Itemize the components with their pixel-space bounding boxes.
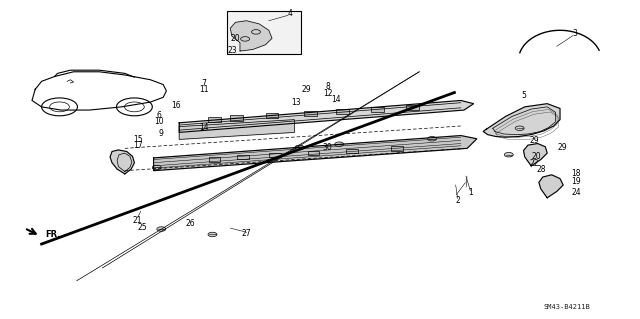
Text: 29: 29 — [529, 137, 540, 145]
Text: 9: 9 — [159, 129, 164, 138]
Text: 17: 17 — [132, 141, 143, 150]
Bar — [237, 155, 249, 159]
Text: 26: 26 — [186, 219, 196, 228]
Circle shape — [504, 152, 513, 157]
Bar — [209, 157, 220, 162]
Circle shape — [152, 165, 161, 170]
Bar — [266, 113, 278, 118]
Text: 8: 8 — [325, 82, 330, 91]
Bar — [406, 105, 419, 110]
Bar — [230, 115, 243, 121]
Circle shape — [428, 137, 436, 141]
Text: FR.: FR. — [45, 230, 61, 239]
Polygon shape — [179, 120, 294, 139]
Text: 20: 20 — [230, 34, 241, 43]
Bar — [304, 111, 317, 116]
Text: 29: 29 — [301, 85, 311, 94]
Text: 6: 6 — [156, 111, 161, 120]
Bar — [336, 109, 349, 114]
Circle shape — [335, 142, 344, 146]
Text: 5: 5 — [521, 91, 526, 100]
Text: 11: 11 — [199, 85, 208, 94]
Text: 25: 25 — [137, 223, 147, 232]
FancyBboxPatch shape — [227, 11, 301, 54]
Text: 7: 7 — [201, 79, 206, 88]
Bar — [346, 149, 358, 153]
Text: 19: 19 — [571, 177, 581, 186]
Text: 1: 1 — [468, 189, 473, 197]
Text: 2: 2 — [455, 196, 460, 205]
Polygon shape — [154, 136, 477, 171]
Bar — [269, 153, 281, 157]
Text: 10: 10 — [154, 117, 164, 126]
Text: 29: 29 — [557, 143, 567, 152]
Bar — [308, 151, 319, 155]
Text: 23: 23 — [227, 46, 237, 55]
Text: SM43-B4211B: SM43-B4211B — [543, 304, 590, 310]
Text: 28: 28 — [536, 165, 545, 174]
Text: 22: 22 — [530, 159, 539, 168]
Circle shape — [157, 227, 166, 231]
Text: 24: 24 — [571, 189, 581, 197]
Polygon shape — [539, 175, 563, 198]
Text: 30: 30 — [323, 143, 333, 152]
Circle shape — [295, 145, 304, 150]
Text: 16: 16 — [171, 101, 181, 110]
Text: 27: 27 — [241, 229, 252, 238]
Text: 20: 20 — [531, 152, 541, 161]
Text: 14: 14 — [331, 95, 341, 104]
Text: 21: 21 — [133, 216, 142, 225]
Polygon shape — [110, 150, 134, 174]
Text: 4: 4 — [288, 9, 293, 18]
Text: 18: 18 — [572, 169, 580, 178]
Bar — [391, 146, 403, 151]
Polygon shape — [524, 144, 547, 166]
Circle shape — [208, 232, 217, 237]
Text: 15: 15 — [132, 135, 143, 144]
Polygon shape — [179, 100, 474, 132]
Polygon shape — [230, 21, 272, 51]
Text: 12: 12 — [323, 89, 332, 98]
Text: 3: 3 — [572, 29, 577, 38]
Polygon shape — [483, 104, 560, 137]
Bar — [371, 107, 384, 112]
Bar — [208, 117, 221, 122]
Circle shape — [515, 126, 524, 130]
Text: 13: 13 — [291, 98, 301, 107]
Text: 14: 14 — [198, 123, 209, 132]
